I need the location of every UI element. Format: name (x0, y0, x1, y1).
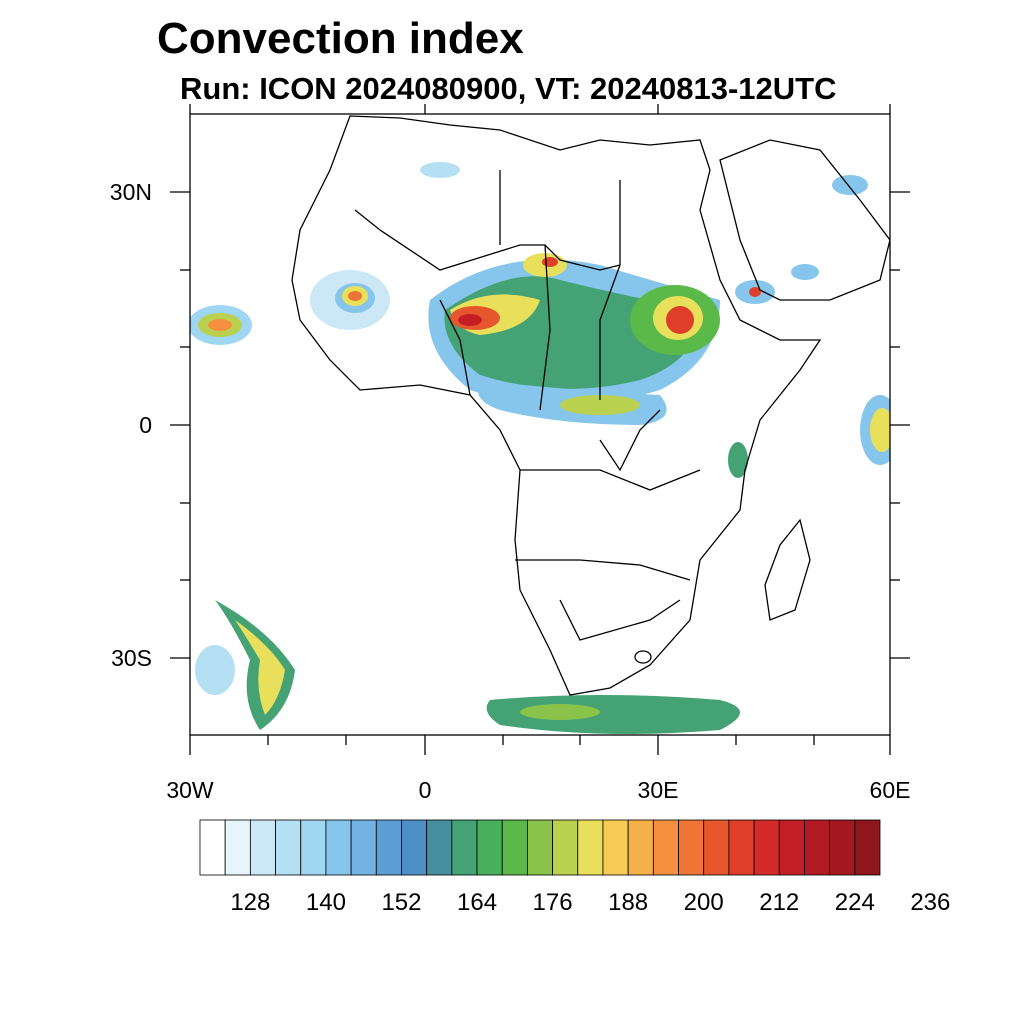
colorbar-swatch (426, 819, 453, 876)
chart-subtitle: Run: ICON 2024080900, VT: 20240813-12UTC (180, 71, 837, 106)
colorbar-swatch (854, 819, 881, 876)
colorbar-swatch (778, 819, 805, 876)
colorbar-swatch (476, 819, 503, 876)
colorbar-swatch (552, 819, 579, 876)
colorbar-label: 176 (532, 889, 573, 916)
colorbar-swatch (627, 819, 654, 876)
colorbar-swatch (678, 819, 705, 876)
lat-label-30n: 30N (109, 179, 152, 205)
map-frame (189, 113, 891, 736)
colorbar-label: 164 (457, 889, 498, 916)
colorbar-label: 236 (910, 889, 951, 916)
colorbar-swatch (703, 819, 730, 876)
lon-label-30e: 30E (637, 777, 679, 803)
colorbar-label: 188 (608, 889, 649, 916)
colorbar-swatch (753, 819, 780, 876)
colorbar-swatch (350, 819, 377, 876)
colorbar-swatch (829, 819, 856, 876)
colorbar-swatch (224, 819, 251, 876)
colorbar-swatch (300, 819, 327, 876)
colorbar-swatch (451, 819, 478, 876)
coastlines (291, 115, 890, 696)
colorbar-swatch (249, 819, 276, 876)
colorbar-label: 128 (230, 889, 271, 916)
convection-field (190, 162, 890, 734)
colorbar-swatch (527, 819, 553, 876)
colorbar (199, 819, 881, 876)
colorbar-swatch (804, 819, 831, 876)
colorbar-label: 140 (305, 889, 346, 916)
colorbar-label: 212 (759, 889, 800, 916)
lat-label-30s: 30S (111, 645, 152, 671)
colorbar-swatch (652, 819, 679, 876)
lon-label-30w: 30W (166, 777, 214, 803)
colorbar-label: 200 (683, 889, 724, 916)
tick-marks (170, 104, 910, 755)
colorbar-swatch (728, 819, 755, 876)
colorbar-swatch (375, 819, 402, 876)
colorbar-label: 224 (834, 889, 875, 916)
colorbar-label: 152 (381, 889, 422, 916)
colorbar-swatch (577, 819, 604, 876)
colorbar-swatch (275, 819, 302, 876)
lon-label-0: 0 (418, 777, 432, 803)
colorbar-swatch (325, 819, 352, 876)
lat-label-0: 0 (139, 412, 152, 438)
colorbar-swatch (199, 819, 226, 876)
lon-label-60e: 60E (869, 777, 911, 803)
colorbar-swatch (401, 819, 428, 876)
chart-title: Convection index (157, 14, 524, 63)
colorbar-swatch (602, 819, 629, 876)
colorbar-swatch (501, 819, 528, 876)
